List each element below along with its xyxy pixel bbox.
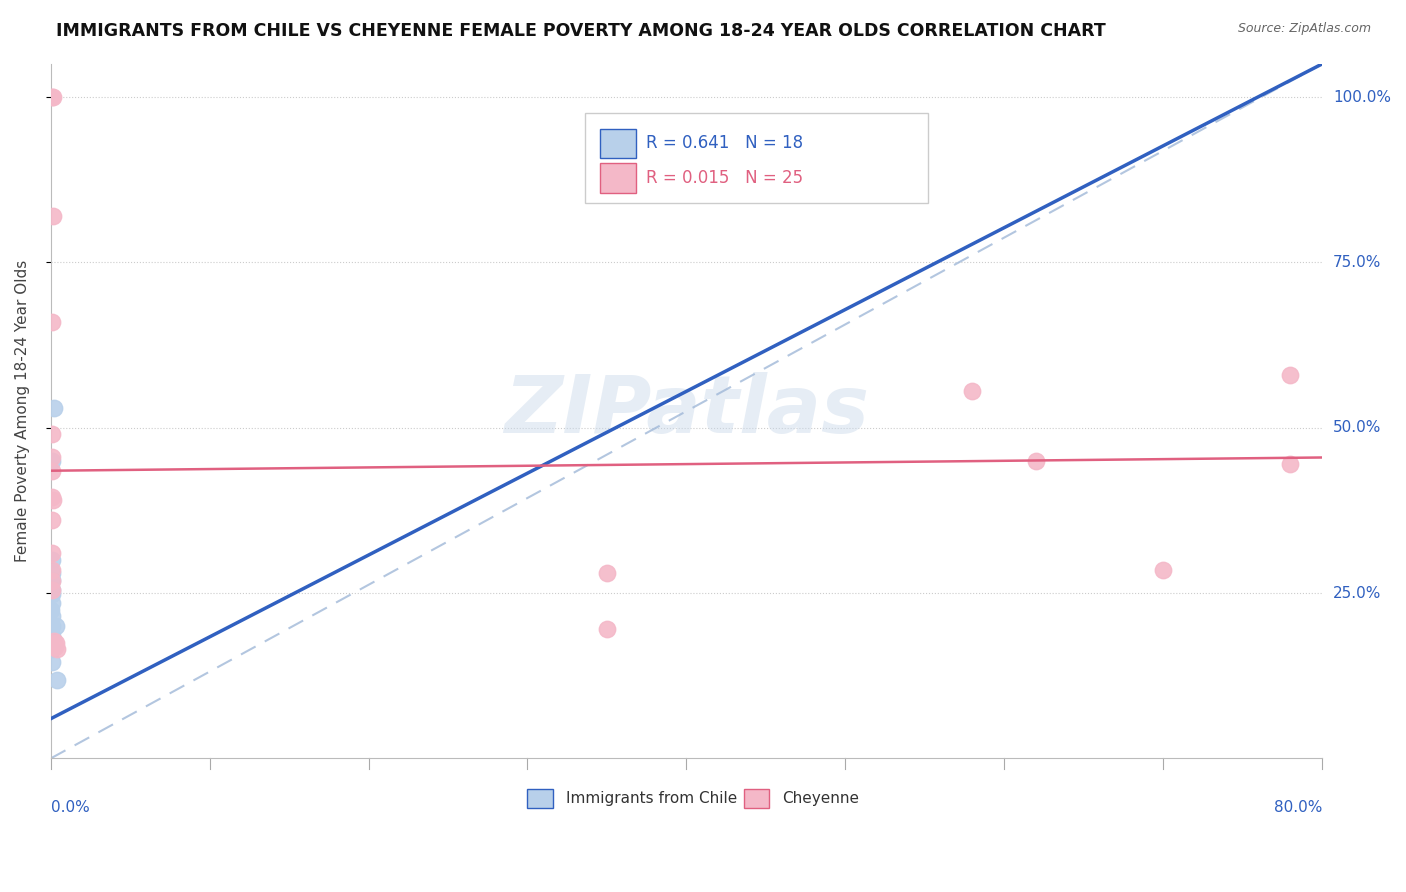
- Point: [41, 450, 63, 465]
- FancyBboxPatch shape: [744, 789, 769, 808]
- Point: [39, 573, 62, 587]
- Text: Cheyenne: Cheyenne: [782, 791, 859, 806]
- Text: Immigrants from Chile: Immigrants from Chile: [565, 791, 737, 806]
- FancyBboxPatch shape: [600, 128, 636, 158]
- Point: [41, 513, 63, 527]
- Point: [45, 635, 67, 649]
- Point: [41, 563, 63, 577]
- Point: [46, 642, 69, 657]
- Point: [41, 427, 63, 442]
- Y-axis label: Female Poverty Among 18-24 Year Olds: Female Poverty Among 18-24 Year Olds: [15, 260, 30, 562]
- Point: [41, 619, 63, 633]
- FancyBboxPatch shape: [527, 789, 553, 808]
- Point: [962, 384, 984, 399]
- Point: [39, 602, 62, 616]
- Point: [44, 640, 66, 655]
- Point: [596, 623, 619, 637]
- Point: [1279, 457, 1302, 471]
- Text: ZIPatlas: ZIPatlas: [503, 372, 869, 450]
- Point: [46, 673, 69, 688]
- Point: [41, 642, 63, 657]
- Text: 100.0%: 100.0%: [1333, 89, 1391, 104]
- Point: [1152, 563, 1174, 577]
- Text: IMMIGRANTS FROM CHILE VS CHEYENNE FEMALE POVERTY AMONG 18-24 YEAR OLDS CORRELATI: IMMIGRANTS FROM CHILE VS CHEYENNE FEMALE…: [56, 22, 1107, 40]
- Point: [41, 574, 63, 589]
- Point: [41, 609, 63, 624]
- Text: Source: ZipAtlas.com: Source: ZipAtlas.com: [1237, 22, 1371, 36]
- Text: 75.0%: 75.0%: [1333, 255, 1381, 270]
- FancyBboxPatch shape: [600, 163, 636, 193]
- Point: [41, 573, 63, 587]
- Point: [41, 566, 63, 581]
- FancyBboxPatch shape: [585, 112, 928, 202]
- Point: [41, 656, 63, 670]
- Point: [41, 90, 63, 104]
- Point: [41, 546, 63, 560]
- Text: 25.0%: 25.0%: [1333, 585, 1381, 600]
- Point: [1025, 454, 1047, 468]
- Point: [596, 566, 619, 581]
- Point: [41, 454, 63, 468]
- Point: [41, 464, 63, 478]
- Text: R = 0.641   N = 18: R = 0.641 N = 18: [645, 134, 803, 153]
- Point: [41, 490, 63, 504]
- Point: [41, 315, 63, 329]
- Point: [41, 553, 63, 567]
- Point: [41, 629, 63, 643]
- Point: [41, 587, 63, 601]
- Text: 0.0%: 0.0%: [51, 800, 90, 815]
- Point: [42, 401, 65, 415]
- Text: 50.0%: 50.0%: [1333, 420, 1381, 435]
- Point: [41, 582, 63, 597]
- Point: [42, 633, 65, 648]
- Point: [1279, 368, 1302, 382]
- Point: [42, 209, 65, 223]
- Point: [41, 596, 63, 610]
- Point: [45, 619, 67, 633]
- Point: [39, 586, 62, 600]
- Text: 80.0%: 80.0%: [1274, 800, 1322, 815]
- Text: R = 0.015   N = 25: R = 0.015 N = 25: [645, 169, 803, 187]
- Point: [41, 582, 63, 597]
- Point: [42, 493, 65, 508]
- Point: [42, 90, 65, 104]
